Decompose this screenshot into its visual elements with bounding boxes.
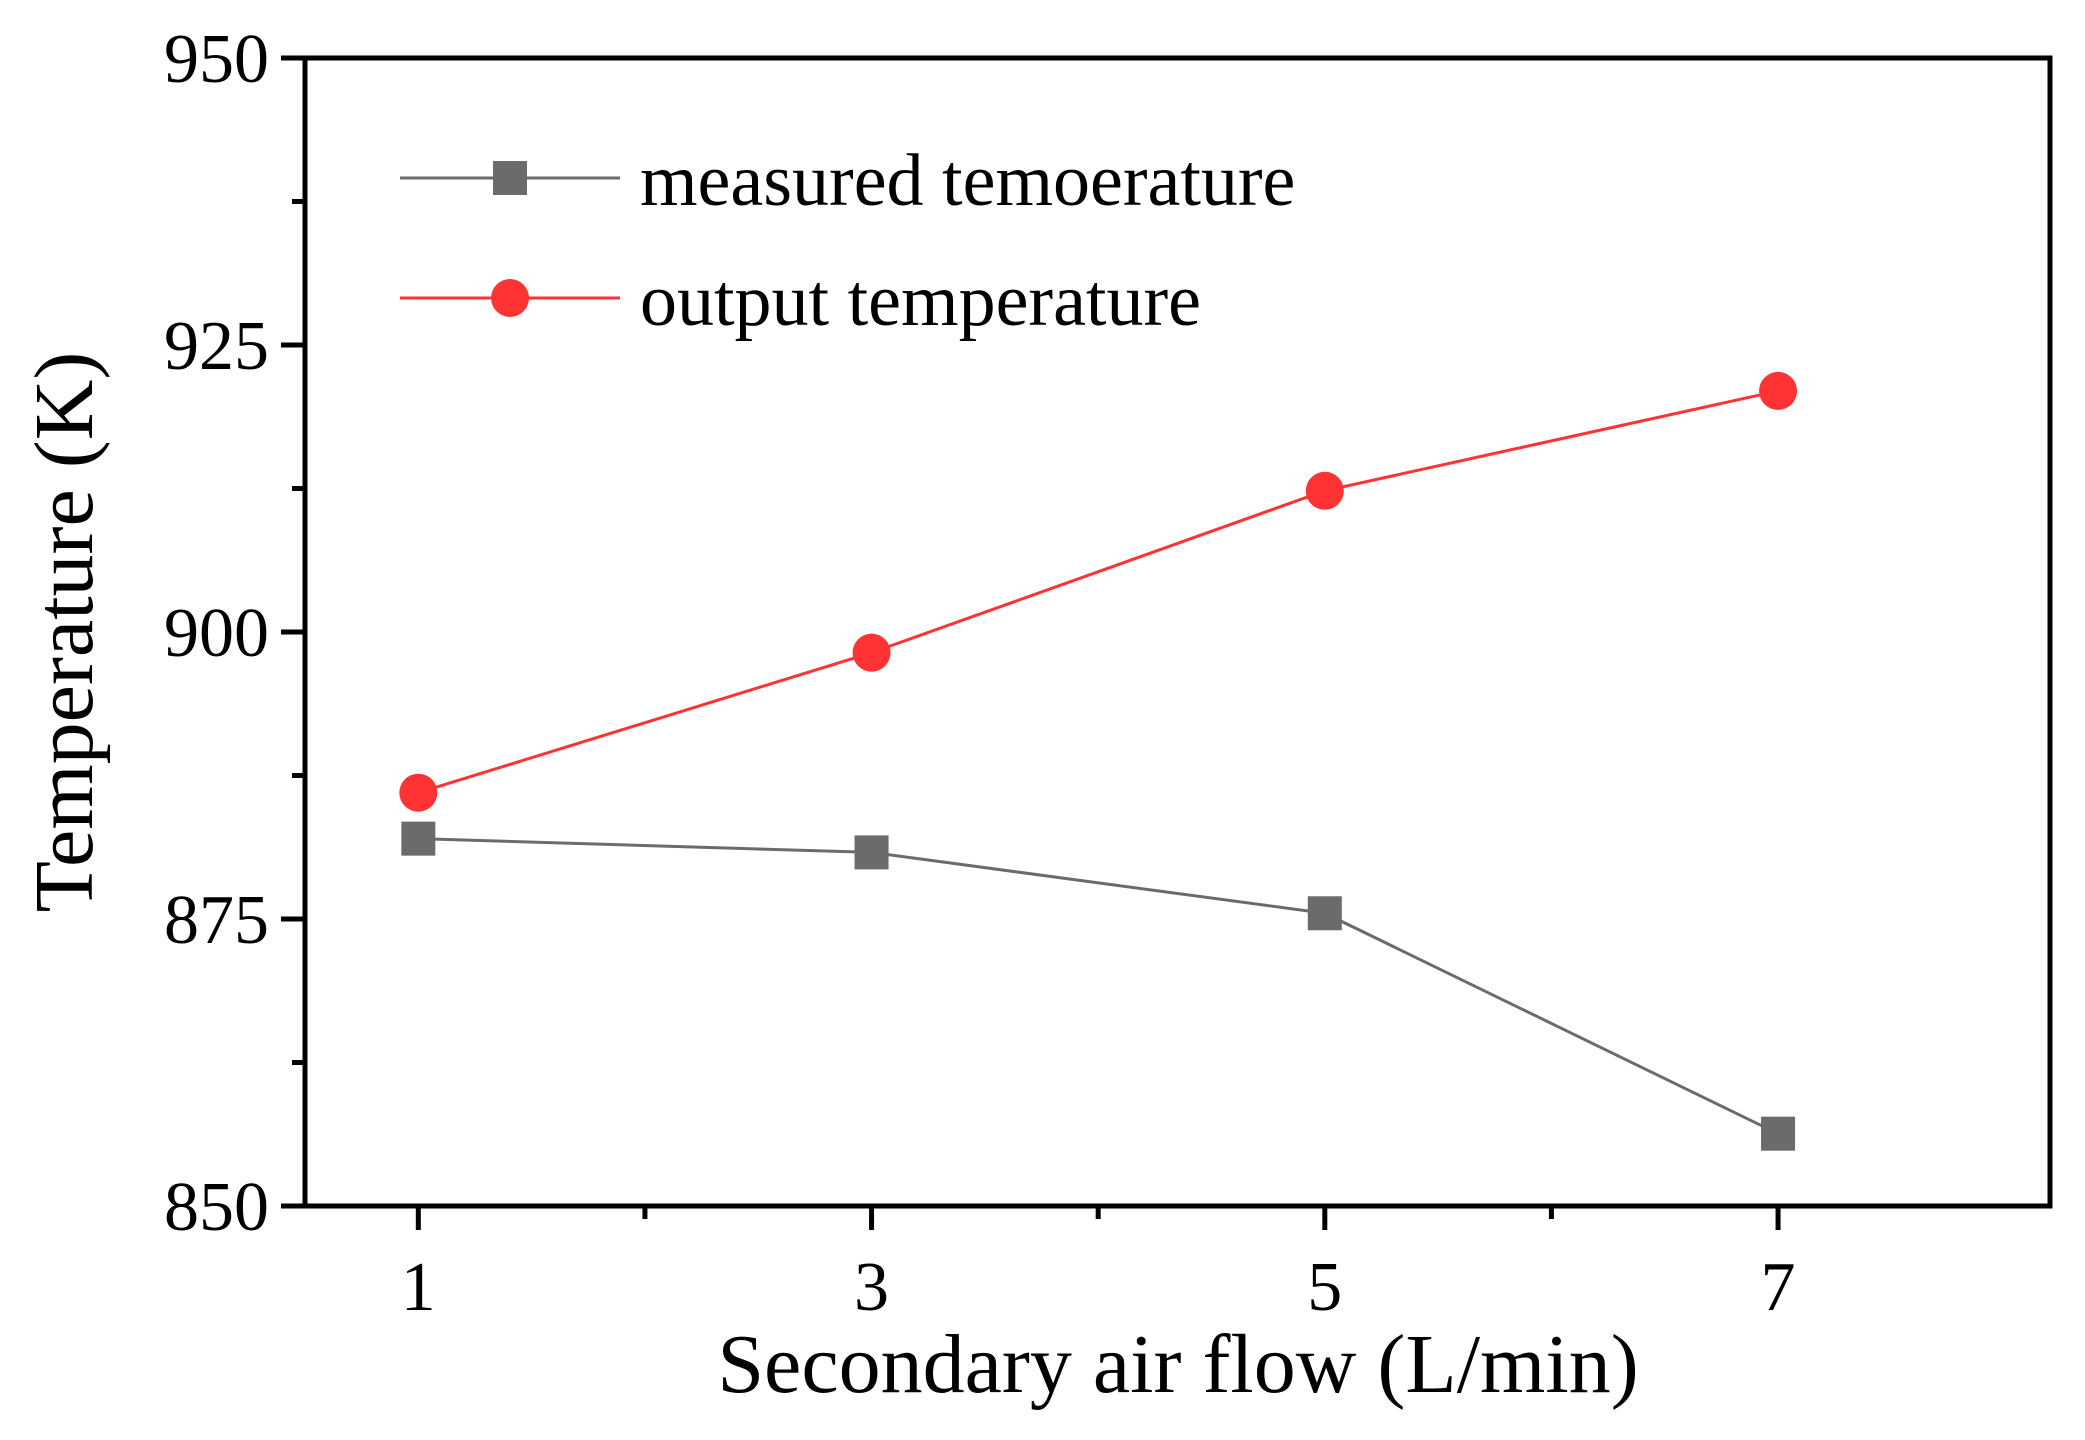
data-point-measured <box>854 835 889 870</box>
data-point-output <box>1759 371 1798 410</box>
x-axis: 1 3 5 7 <box>401 1206 1796 1326</box>
x-axis-title: Secondary air flow (L/min) <box>717 1318 1638 1411</box>
y-tick-label: 925 <box>164 308 269 385</box>
x-tick-label: 1 <box>401 1249 436 1326</box>
legend-marker-measured-square-icon <box>493 161 527 195</box>
data-point-measured <box>1761 1116 1796 1151</box>
legend-marker-output-circle-icon <box>491 279 529 317</box>
legend-label-output: output temperature <box>640 260 1201 342</box>
data-point-measured <box>401 821 436 856</box>
y-axis: 850 875 900 925 950 <box>164 21 305 1246</box>
plot-frame <box>302 55 2053 1209</box>
y-tick-label: 850 <box>164 1169 269 1246</box>
series-line-output <box>417 389 1779 795</box>
y-tick-label: 950 <box>164 21 269 98</box>
y-axis-title: Temperature (K) <box>18 352 111 913</box>
x-tick-label: 5 <box>1307 1249 1342 1326</box>
legend-label-measured: measured temoerature <box>640 140 1295 222</box>
data-point-output <box>1305 471 1344 510</box>
x-tick-label: 7 <box>1761 1249 1796 1326</box>
legend: measured temoerature output temperature <box>400 140 1295 342</box>
data-point-output <box>852 633 891 672</box>
x-tick-label: 3 <box>854 1249 889 1326</box>
y-tick-label: 875 <box>164 882 269 959</box>
data-point-output <box>399 773 438 812</box>
y-tick-label: 900 <box>164 595 269 672</box>
data-point-measured <box>1307 896 1342 931</box>
series-layer <box>399 371 1798 1151</box>
series-line-measured <box>418 837 1779 1136</box>
